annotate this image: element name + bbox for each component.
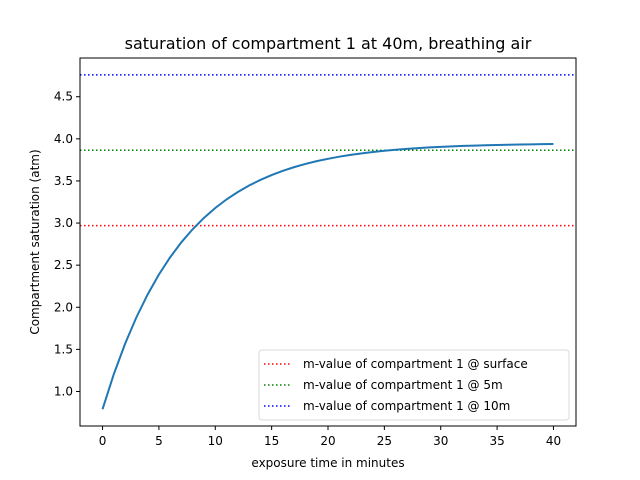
x-tick-label: 40 bbox=[546, 434, 561, 448]
chart-title: saturation of compartment 1 at 40m, brea… bbox=[125, 34, 532, 53]
plot-area bbox=[80, 74, 576, 410]
y-tick-label: 1.5 bbox=[54, 342, 73, 356]
x-axis-label: exposure time in minutes bbox=[251, 456, 404, 470]
y-axis-label: Compartment saturation (atm) bbox=[28, 149, 42, 334]
y-tick-label: 3.0 bbox=[54, 216, 73, 230]
y-tick-label: 2.0 bbox=[54, 300, 73, 314]
x-tick-label: 5 bbox=[155, 434, 163, 448]
legend-box bbox=[258, 349, 570, 421]
y-tick-label: 3.5 bbox=[54, 174, 73, 188]
x-axis-ticks: 0 5 10 15 20 25 30 35 40 bbox=[99, 426, 561, 448]
x-tick-label: 30 bbox=[433, 434, 448, 448]
x-tick-label: 20 bbox=[320, 434, 335, 448]
x-tick-label: 15 bbox=[264, 434, 279, 448]
series-line bbox=[101, 142, 554, 410]
y-tick-label: 2.5 bbox=[54, 258, 73, 272]
legend-entry: m-value of compartment 1 @ 5m bbox=[303, 378, 503, 392]
y-axis-ticks: 1.0 1.5 2.0 2.5 3.0 3.5 4.0 4.5 bbox=[54, 90, 80, 398]
x-tick-label: 0 bbox=[99, 434, 107, 448]
y-tick-label: 4.0 bbox=[54, 132, 73, 146]
y-tick-label: 1.0 bbox=[54, 384, 73, 398]
legend-entry: m-value of compartment 1 @ 10m bbox=[303, 399, 510, 413]
x-tick-label: 35 bbox=[489, 434, 504, 448]
x-tick-label: 25 bbox=[377, 434, 392, 448]
y-tick-label: 4.5 bbox=[54, 90, 73, 104]
legend-entry: m-value of compartment 1 @ surface bbox=[303, 357, 528, 371]
legend: m-value of compartment 1 @ surface m-valu… bbox=[258, 349, 570, 421]
x-tick-label: 10 bbox=[208, 434, 223, 448]
